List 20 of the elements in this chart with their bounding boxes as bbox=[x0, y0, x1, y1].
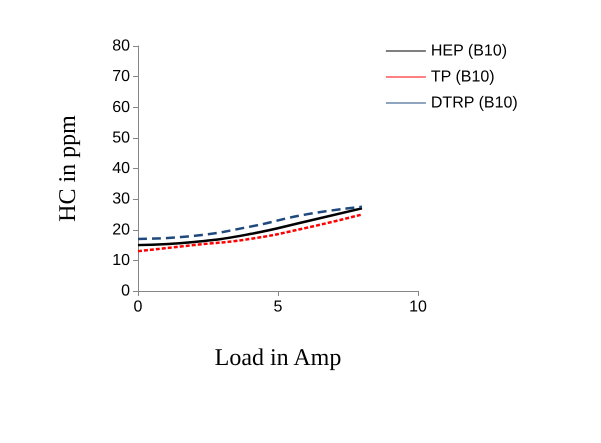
line-series bbox=[136, 213, 364, 252]
line-series bbox=[136, 207, 364, 246]
line-series bbox=[136, 206, 364, 240]
y-tick-label: 30 bbox=[112, 190, 130, 208]
y-tick-label: 70 bbox=[112, 68, 130, 86]
y-tick-label: 10 bbox=[112, 252, 130, 269]
x-tick-label: 5 bbox=[274, 298, 283, 316]
y-tick-label: 80 bbox=[112, 38, 130, 54]
y-tick-label: 60 bbox=[112, 98, 130, 116]
x-tick-label: 10 bbox=[409, 298, 427, 316]
y-tick-label: 50 bbox=[112, 129, 130, 146]
y-tick-label: 40 bbox=[112, 160, 130, 177]
legend-label: TP (B10) bbox=[430, 68, 495, 86]
y-tick-label: 0 bbox=[121, 282, 130, 300]
legend-label: DTRP (B10) bbox=[430, 94, 518, 112]
y-axis-title: HC in ppm bbox=[55, 114, 81, 222]
x-axis-title: Load in Amp bbox=[214, 345, 342, 371]
x-tick-label: 0 bbox=[134, 298, 143, 316]
legend-label: HEP (B10) bbox=[430, 42, 508, 60]
y-tick-label: 20 bbox=[112, 221, 130, 238]
